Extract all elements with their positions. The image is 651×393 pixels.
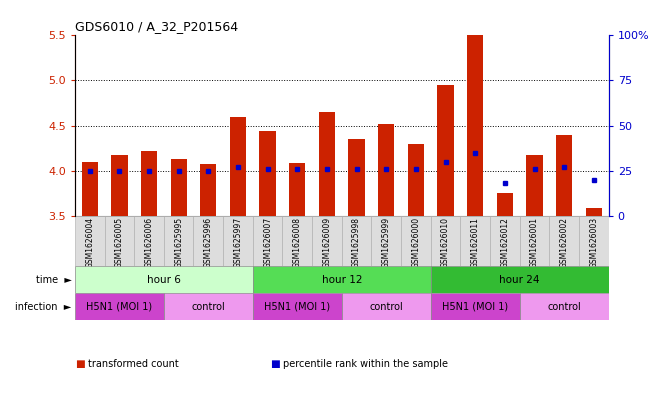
- Bar: [164, 216, 193, 266]
- Bar: [223, 216, 253, 266]
- Bar: [401, 216, 431, 266]
- Bar: [253, 293, 342, 320]
- Text: GSM1625996: GSM1625996: [204, 217, 213, 268]
- Bar: [408, 143, 424, 216]
- Text: infection  ►: infection ►: [16, 302, 72, 312]
- Text: GSM1625995: GSM1625995: [174, 217, 183, 268]
- Text: GSM1626005: GSM1626005: [115, 217, 124, 268]
- Bar: [81, 162, 98, 216]
- Text: time  ►: time ►: [36, 275, 72, 285]
- Bar: [378, 124, 395, 216]
- Bar: [253, 266, 431, 293]
- Bar: [260, 131, 276, 216]
- Text: hour 12: hour 12: [322, 275, 362, 285]
- Bar: [579, 216, 609, 266]
- Text: GSM1625999: GSM1625999: [381, 217, 391, 268]
- Text: GSM1626012: GSM1626012: [501, 217, 509, 268]
- Text: GSM1626007: GSM1626007: [263, 217, 272, 268]
- Text: percentile rank within the sample: percentile rank within the sample: [283, 358, 448, 369]
- Text: hour 6: hour 6: [147, 275, 181, 285]
- Bar: [171, 159, 187, 216]
- Text: GSM1625998: GSM1625998: [352, 217, 361, 268]
- Bar: [490, 216, 519, 266]
- Bar: [164, 293, 253, 320]
- Text: H5N1 (MOI 1): H5N1 (MOI 1): [264, 302, 330, 312]
- Text: ■: ■: [270, 358, 280, 369]
- Text: GDS6010 / A_32_P201564: GDS6010 / A_32_P201564: [75, 20, 238, 33]
- Text: control: control: [191, 302, 225, 312]
- Bar: [193, 216, 223, 266]
- Bar: [111, 155, 128, 216]
- Text: hour 24: hour 24: [499, 275, 540, 285]
- Bar: [134, 216, 164, 266]
- Text: GSM1626010: GSM1626010: [441, 217, 450, 268]
- Bar: [431, 266, 609, 293]
- Bar: [283, 216, 312, 266]
- Text: transformed count: transformed count: [88, 358, 178, 369]
- Text: control: control: [547, 302, 581, 312]
- Bar: [527, 155, 543, 216]
- Text: GSM1625997: GSM1625997: [234, 217, 242, 268]
- Bar: [586, 209, 602, 216]
- Text: GSM1626001: GSM1626001: [530, 217, 539, 268]
- Bar: [437, 85, 454, 216]
- Text: GSM1626003: GSM1626003: [589, 217, 598, 268]
- Bar: [289, 162, 305, 216]
- Text: H5N1 (MOI 1): H5N1 (MOI 1): [87, 302, 152, 312]
- Text: ■: ■: [75, 358, 85, 369]
- Bar: [460, 216, 490, 266]
- Text: GSM1626004: GSM1626004: [85, 217, 94, 268]
- Bar: [431, 216, 460, 266]
- Bar: [556, 134, 572, 216]
- Text: GSM1626011: GSM1626011: [471, 217, 480, 268]
- Bar: [319, 112, 335, 216]
- Text: control: control: [369, 302, 403, 312]
- Bar: [75, 266, 253, 293]
- Bar: [372, 216, 401, 266]
- Bar: [105, 216, 134, 266]
- Text: GSM1626009: GSM1626009: [322, 217, 331, 268]
- Bar: [348, 139, 365, 216]
- Bar: [75, 216, 105, 266]
- Bar: [467, 35, 484, 216]
- Bar: [519, 293, 609, 320]
- Bar: [230, 116, 246, 216]
- Bar: [431, 293, 519, 320]
- Text: GSM1626000: GSM1626000: [411, 217, 421, 268]
- Bar: [549, 216, 579, 266]
- Bar: [342, 216, 372, 266]
- Bar: [497, 193, 513, 216]
- Text: GSM1626008: GSM1626008: [293, 217, 302, 268]
- Text: H5N1 (MOI 1): H5N1 (MOI 1): [442, 302, 508, 312]
- Bar: [312, 216, 342, 266]
- Bar: [342, 293, 431, 320]
- Bar: [253, 216, 283, 266]
- Bar: [200, 164, 217, 216]
- Bar: [75, 293, 164, 320]
- Text: GSM1626006: GSM1626006: [145, 217, 154, 268]
- Bar: [141, 151, 157, 216]
- Bar: [519, 216, 549, 266]
- Text: GSM1626002: GSM1626002: [560, 217, 569, 268]
